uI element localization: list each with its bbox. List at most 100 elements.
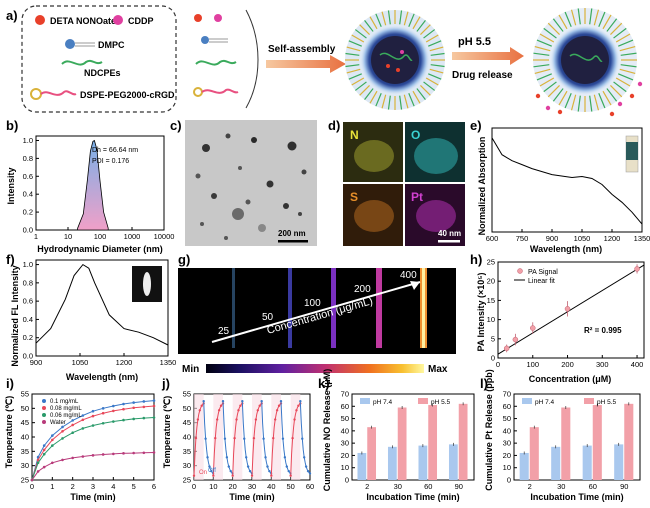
peg-chain <box>593 9 600 26</box>
eds-o-signal <box>414 138 458 174</box>
peg-chain <box>577 8 581 25</box>
l-bar-ph74 <box>551 446 561 480</box>
peg-chain <box>620 52 637 56</box>
peg-chain <box>570 94 577 111</box>
peg-chain <box>593 94 600 111</box>
temperature-point <box>122 418 125 422</box>
tick-j-x: 20 <box>228 482 236 491</box>
axis-label-b-x: Hydrodynamic Diameter (nm) <box>37 244 163 254</box>
peg-chain <box>375 93 382 107</box>
tick-e-x: 1200 <box>604 234 621 243</box>
tick-f-x: 900 <box>30 358 43 367</box>
legend-ndcpes: NDCPEs <box>84 68 121 78</box>
k-bar-ph55 <box>397 407 407 480</box>
panel-h: h) PA Intensity (×10⁵) 0 5 10 15 20 25 0 100 20… <box>470 252 645 384</box>
tick-h-y: 0 <box>491 354 495 363</box>
tick-b-y: 0.0 <box>23 226 33 235</box>
ticks-l-y: 0 10 20 30 40 50 60 70 <box>503 390 517 485</box>
peg-chain <box>387 10 391 25</box>
pa-tubes <box>232 268 427 348</box>
legend-deta: DETA NONOate <box>50 16 116 26</box>
l-category-label: 2 <box>528 482 532 491</box>
component-deta-icon <box>194 14 202 22</box>
k-bar-ph74 <box>387 446 397 480</box>
axis-label-k-y: Cumulative NO Release (μM) <box>322 369 332 492</box>
temperature-curves <box>30 399 156 482</box>
peg-chain <box>558 14 568 30</box>
panel-k: k) Cumulative NO Release (μM) 0 10 20 30 40 5… <box>318 369 475 502</box>
peg-chain <box>602 90 612 106</box>
component-cddp-icon <box>214 14 222 22</box>
dmpc-icon <box>65 39 95 49</box>
plot-frame-f <box>35 259 169 357</box>
legend-l-ph74-icon <box>522 398 532 404</box>
tick-h-x: 100 <box>527 360 540 369</box>
peg-chain <box>570 9 577 26</box>
tick-k-y: 50 <box>341 414 349 423</box>
peg-chain <box>610 85 623 98</box>
vial-solution <box>626 142 638 160</box>
legend-i-2: 0.08 mg/mL <box>50 406 82 412</box>
cooling-curve <box>241 401 253 474</box>
panel-b: b) Intensity 0.0 0.2 0.4 0.6 0.8 1.0 1 10 100 10… <box>6 118 174 254</box>
tick-j-x: 60 <box>306 482 314 491</box>
tem-scale-bar <box>278 240 308 243</box>
tick-j-y: 40 <box>183 433 191 442</box>
tick-f-y: 1.0 <box>23 260 33 269</box>
k-category-label: 30 <box>394 482 402 491</box>
temperature-point <box>36 461 40 465</box>
heating-curve <box>232 403 243 476</box>
peg-chain <box>364 88 374 101</box>
peg-chain <box>399 10 403 25</box>
peg-chain <box>375 13 382 27</box>
panel-label-l: l) <box>480 376 488 391</box>
temperature-point <box>42 465 46 469</box>
peg-chain <box>558 90 568 106</box>
step-drug-release: Drug release <box>452 70 513 81</box>
peg-chain <box>348 73 362 80</box>
peg-chain <box>420 85 431 96</box>
peg-chain <box>552 18 564 32</box>
ticks-k-y: 0 10 20 30 40 50 60 70 <box>341 390 355 485</box>
tick-j-x: 10 <box>209 482 217 491</box>
tick-l-y: 30 <box>503 439 511 448</box>
tick-f-x: 1200 <box>116 358 133 367</box>
heating-curve <box>251 403 263 476</box>
cooling-point <box>279 399 283 403</box>
peg-chain <box>354 29 367 39</box>
tick-l-y: 60 <box>503 402 511 411</box>
peg-chain <box>345 52 360 56</box>
peg-chain <box>369 90 378 104</box>
peg-chain <box>354 81 367 91</box>
peg-chain <box>606 18 618 32</box>
peg-chain <box>602 14 612 30</box>
tick-j-y: 45 <box>183 418 191 427</box>
peg-chain <box>534 68 551 75</box>
tick-b-x: 10000 <box>154 232 175 241</box>
tick-j-y: 50 <box>183 404 191 413</box>
peg-chain <box>619 45 636 52</box>
temperature-point <box>61 429 64 433</box>
tick-b-x: 1000 <box>124 232 141 241</box>
peg-chain <box>430 64 445 68</box>
colorbar <box>206 364 424 373</box>
temperature-point <box>81 418 85 422</box>
peg-chain <box>539 33 555 43</box>
temperature-point <box>42 444 46 447</box>
temperature-point <box>51 461 54 465</box>
peg-chain <box>564 93 572 109</box>
temperature-point <box>122 452 125 455</box>
panel-label-a: a) <box>6 8 18 23</box>
peg-chain <box>618 39 634 47</box>
r-squared: R² = 0.995 <box>584 326 622 335</box>
l-category-label: 60 <box>589 482 597 491</box>
tick-j-x: 40 <box>267 482 275 491</box>
legend-dspe: DSPE-PEG2000-cRGD <box>80 90 175 100</box>
tick-i-x: 4 <box>111 482 115 491</box>
cooling-curve <box>261 401 272 474</box>
tick-h-x: 400 <box>631 360 644 369</box>
tick-b-y: 0.4 <box>23 190 33 199</box>
pa-conc-50: 50 <box>262 312 274 323</box>
legend-i: 0.1 mg/mL 0.08 mg/mL 0.06 mg/mL Water <box>42 399 82 426</box>
